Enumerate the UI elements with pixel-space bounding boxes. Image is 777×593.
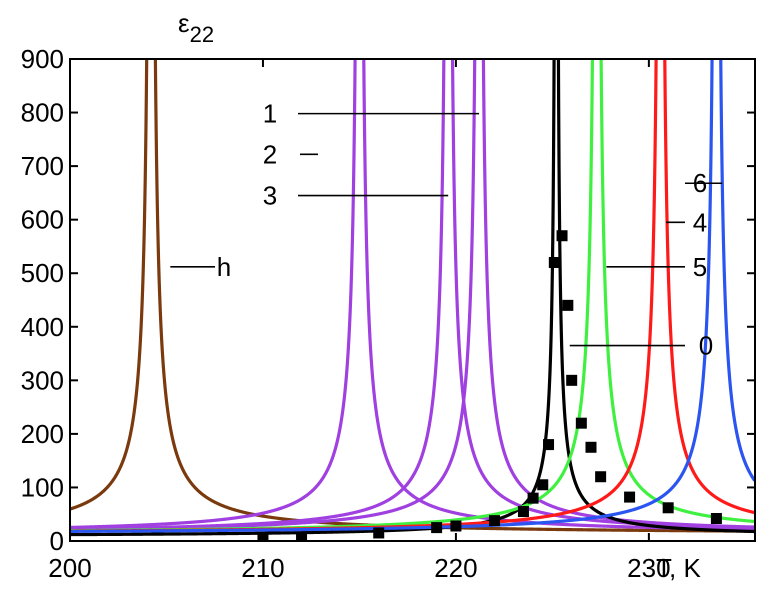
curve-label-1: 1: [263, 99, 277, 129]
y-tick-label: 0: [50, 526, 64, 556]
x-tick-label: 220: [434, 553, 477, 583]
data-marker: [624, 491, 636, 503]
x-tick-label: 200: [48, 553, 91, 583]
data-marker: [431, 522, 443, 534]
data-marker: [710, 513, 722, 525]
y-axis-label-subscript: 22: [190, 22, 214, 47]
annotation-layer: h 1 2 3 6 4 5 0: [170, 99, 723, 361]
curve-4: [70, 59, 755, 533]
curve-label-2: 2: [263, 139, 277, 169]
data-marker: [543, 439, 555, 451]
data-marker: [537, 479, 549, 491]
data-marker: [662, 502, 674, 514]
y-tick-label: 500: [21, 258, 64, 288]
curve-label-h: h: [217, 252, 231, 282]
data-marker: [450, 520, 462, 532]
data-marker: [562, 299, 574, 311]
data-marker: [489, 515, 501, 527]
data-marker: [575, 417, 587, 429]
y-tick-label: 300: [21, 365, 64, 395]
data-marker: [595, 471, 607, 483]
curve-label-3: 3: [263, 181, 277, 211]
y-tick-label: 700: [21, 151, 64, 181]
y-tick-label: 900: [21, 44, 64, 74]
data-marker: [548, 257, 560, 269]
y-tick-label: 600: [21, 205, 64, 235]
y-tick-label: 200: [21, 419, 64, 449]
curve-layer: [70, 59, 755, 537]
data-marker: [527, 492, 539, 504]
data-marker: [585, 441, 597, 453]
x-tick-label: 210: [241, 553, 284, 583]
curve-6: [70, 59, 755, 533]
x-tick-label: 230: [627, 553, 670, 583]
plot-frame: [69, 58, 756, 542]
y-tick-label: 800: [21, 98, 64, 128]
x-axis-label: T, K: [656, 553, 701, 583]
y-axis-label-base: ε: [178, 8, 190, 38]
data-marker: [517, 506, 529, 518]
curve-3: [70, 59, 755, 531]
data-marker: [296, 532, 308, 541]
y-axis-label: ε22: [178, 8, 214, 47]
curve-label-4: 4: [693, 207, 707, 237]
data-marker: [556, 230, 568, 242]
curve-label-6: 6: [693, 168, 707, 198]
data-marker: [373, 527, 385, 539]
data-marker: [566, 374, 578, 386]
curve-label-5: 5: [693, 252, 707, 282]
curve-label-0: 0: [699, 331, 713, 361]
y-tick-label: 100: [21, 472, 64, 502]
y-tick-label: 400: [21, 312, 64, 342]
